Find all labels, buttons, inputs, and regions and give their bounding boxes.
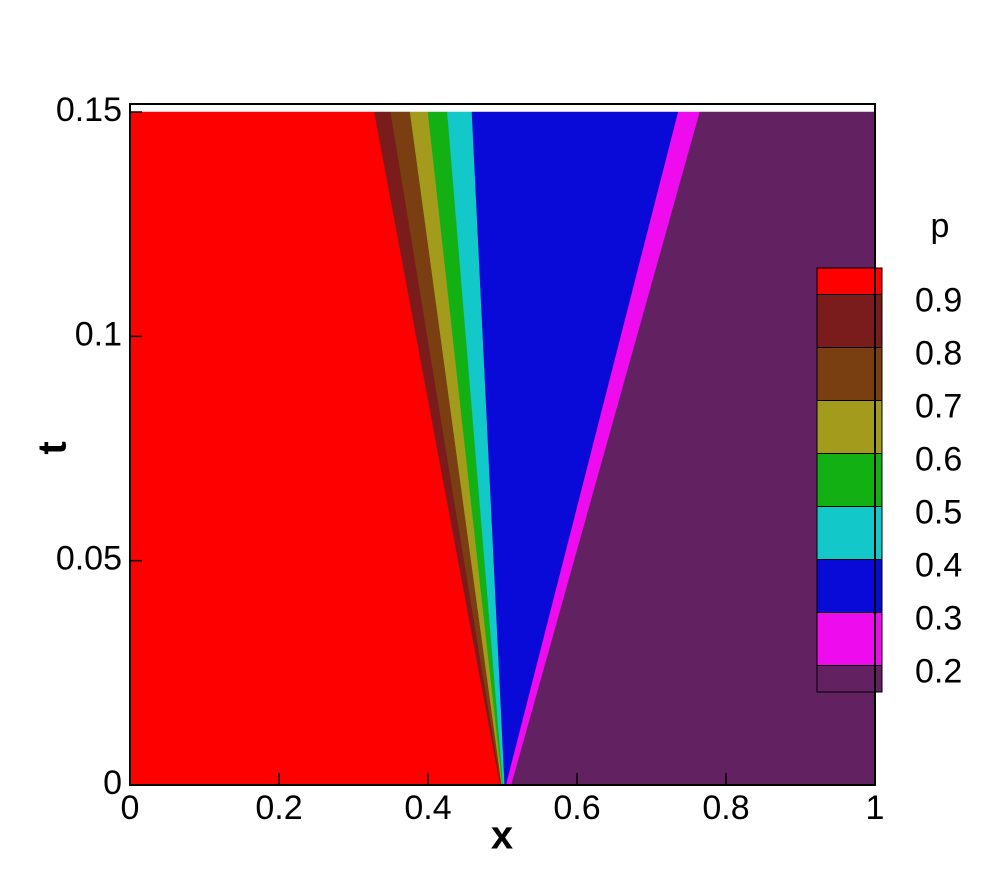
legend-label: 0.2 [915,652,962,690]
legend-swatch [816,400,883,454]
legend-label: 0.3 [915,599,962,637]
legend-swatch [816,294,883,348]
legend-swatch [816,347,883,401]
y-tick-label: 0.1 [75,315,122,353]
y-tick-label: 0.15 [56,91,122,129]
legend-title: p [931,207,950,245]
y-tick-label: 0 [103,764,122,802]
legend-label: 0.6 [915,440,962,478]
legend-label: 0.9 [915,281,962,319]
legend-swatch [816,453,883,507]
y-tick-label: 0.05 [56,540,122,578]
x-tick-label: 0 [121,789,140,827]
legend-swatch [816,665,883,693]
x-axis-label: x [491,814,513,858]
legend-swatch [816,559,883,613]
legend-label: 0.7 [915,387,962,425]
x-tick-label: 0.4 [404,789,451,827]
legend-label: 0.8 [915,334,962,372]
legend-swatch [816,267,883,295]
x-tick-label: 0.8 [702,789,749,827]
y-axis-label: t [31,441,75,454]
legend-swatch [816,506,883,560]
legend-swatch [816,612,883,666]
legend-label: 0.4 [915,546,962,584]
plot-frame [129,103,876,786]
x-tick-label: 0.2 [255,789,302,827]
x-tick-label: 1 [866,789,885,827]
legend-label: 0.5 [915,493,962,531]
x-tick-label: 0.6 [553,789,600,827]
